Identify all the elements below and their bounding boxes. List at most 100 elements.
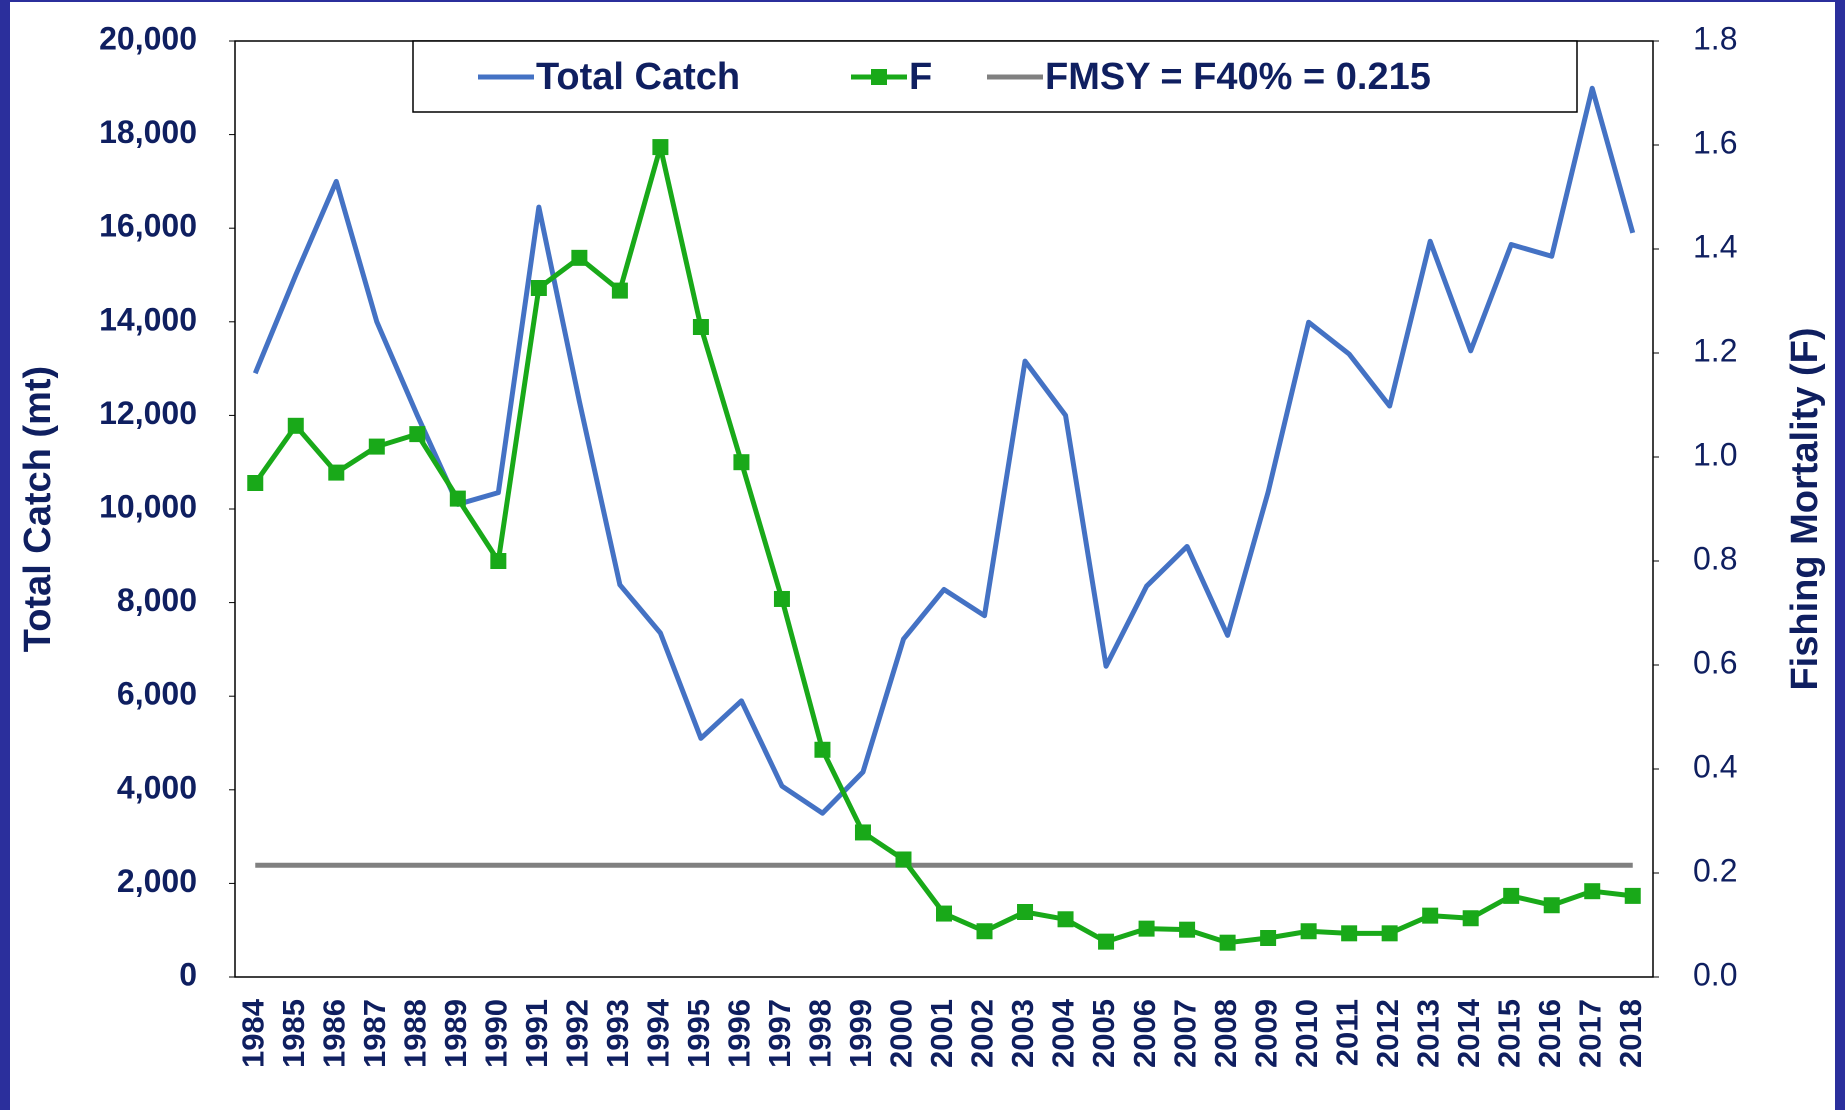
legend-label: F [909,56,932,98]
y2-tick-label: 0.8 [1693,540,1737,576]
x-tick-label: 1984 [235,998,270,1068]
y2-tick-label: 0.0 [1693,956,1737,992]
marker [1017,904,1034,920]
marker [773,590,790,607]
y-tick-label: 4,000 [117,769,197,805]
marker [490,553,507,569]
marker [652,139,669,156]
marker [368,438,385,455]
y2-tick-label: 0.2 [1693,852,1737,888]
marker [1462,910,1479,927]
marker [328,464,345,481]
y-tick-label: 16,000 [99,208,197,244]
y-tick-label: 2,000 [117,863,197,899]
y2-tick-label: 1.6 [1693,124,1737,160]
marker [1219,934,1236,951]
marker [936,905,952,922]
x-tick-label: 1986 [316,999,351,1068]
series-line [252,85,1636,816]
marker [1057,911,1074,928]
marker [1381,925,1398,942]
x-tick-label: 1993 [600,999,635,1068]
x-tick-label: 2002 [965,999,1000,1068]
y2-tick-label: 1.0 [1693,436,1737,472]
x-tick-label: 1987 [357,999,392,1068]
y2-tick-label: 1.8 [1693,20,1737,56]
x-tick-label: 2000 [884,999,919,1068]
x-tick-label: 1988 [398,999,433,1068]
y2-axis-title: Fishing Mortality (F) [1784,327,1826,690]
marker [1179,921,1196,938]
legend-label: FMSY = F40% = 0.215 [1045,56,1431,98]
x-tick-label: 1996 [722,999,757,1068]
marker [449,490,466,507]
marker [247,475,264,491]
x-tick-label: 1995 [681,999,716,1068]
y-tick-label: 8,000 [117,582,197,618]
chart: Total Catch (mt) Fishing Mortality (F) 0… [17,20,1826,1068]
x-tick-label: 2017 [1572,999,1607,1068]
y2-tick-label: 0.4 [1693,748,1737,784]
x-tick-label: 1991 [519,999,554,1068]
x-tick-label: 2001 [924,999,959,1068]
x-tick-label: 1998 [803,999,838,1068]
marker [409,426,426,443]
legend-label: Total Catch [536,56,740,98]
marker [976,923,993,940]
x-tick-label: 1992 [560,999,595,1068]
marker [1260,930,1277,946]
x-tick-label: 1994 [641,998,676,1068]
y-tick-label: 12,000 [99,395,197,431]
marker [895,851,912,868]
x-tick-label: 2012 [1370,999,1405,1068]
x-tick-label: 2003 [1005,999,1040,1068]
marker [1624,887,1641,904]
marker [854,824,871,841]
x-tick-label: 2006 [1127,999,1162,1068]
y2-tick-label: 1.2 [1693,332,1737,368]
x-tick-label: 2009 [1248,999,1283,1068]
marker [611,282,628,299]
y-tick-label: 20,000 [99,20,197,56]
marker [1503,887,1520,904]
marker [287,417,304,434]
x-tick-label: 1997 [762,999,797,1068]
x-tick-label: 1985 [276,999,311,1068]
y-axis-title: Total Catch (mt) [17,366,59,652]
x-tick-label: 1999 [843,999,878,1068]
y-tick-label: 18,000 [99,114,197,150]
marker [1422,907,1439,924]
marker [1543,897,1560,914]
legend-marker [871,69,887,85]
marker [1138,920,1155,937]
marker [692,319,709,335]
y2-tick-label: 0.6 [1693,644,1737,680]
marker [1098,933,1115,950]
x-tick-label: 2005 [1086,999,1121,1068]
x-tick-label: 2011 [1329,999,1364,1066]
marker [1341,925,1358,942]
marker [1584,883,1601,900]
marker [571,249,588,266]
x-tick-label: 2007 [1167,999,1202,1068]
x-tick-label: 2016 [1532,999,1567,1068]
y-tick-label: 0 [179,956,197,992]
x-tick-label: 2004 [1046,998,1081,1068]
marker [1300,923,1317,940]
marker [733,454,750,471]
plot-frame [234,40,1654,978]
x-tick-label: 1990 [479,999,514,1068]
y-tick-label: 14,000 [99,301,197,337]
x-tick-label: 2014 [1451,998,1486,1068]
marker [530,280,547,296]
x-tick-label: 2008 [1208,999,1243,1068]
y-tick-label: 10,000 [99,488,197,524]
y2-tick-label: 1.4 [1693,228,1737,264]
x-tick-label: 1989 [438,999,473,1068]
y-tick-label: 6,000 [117,676,197,712]
x-tick-label: 2013 [1410,999,1445,1068]
x-tick-label: 2018 [1613,999,1648,1068]
marker [814,741,831,758]
x-tick-label: 2015 [1491,999,1526,1068]
